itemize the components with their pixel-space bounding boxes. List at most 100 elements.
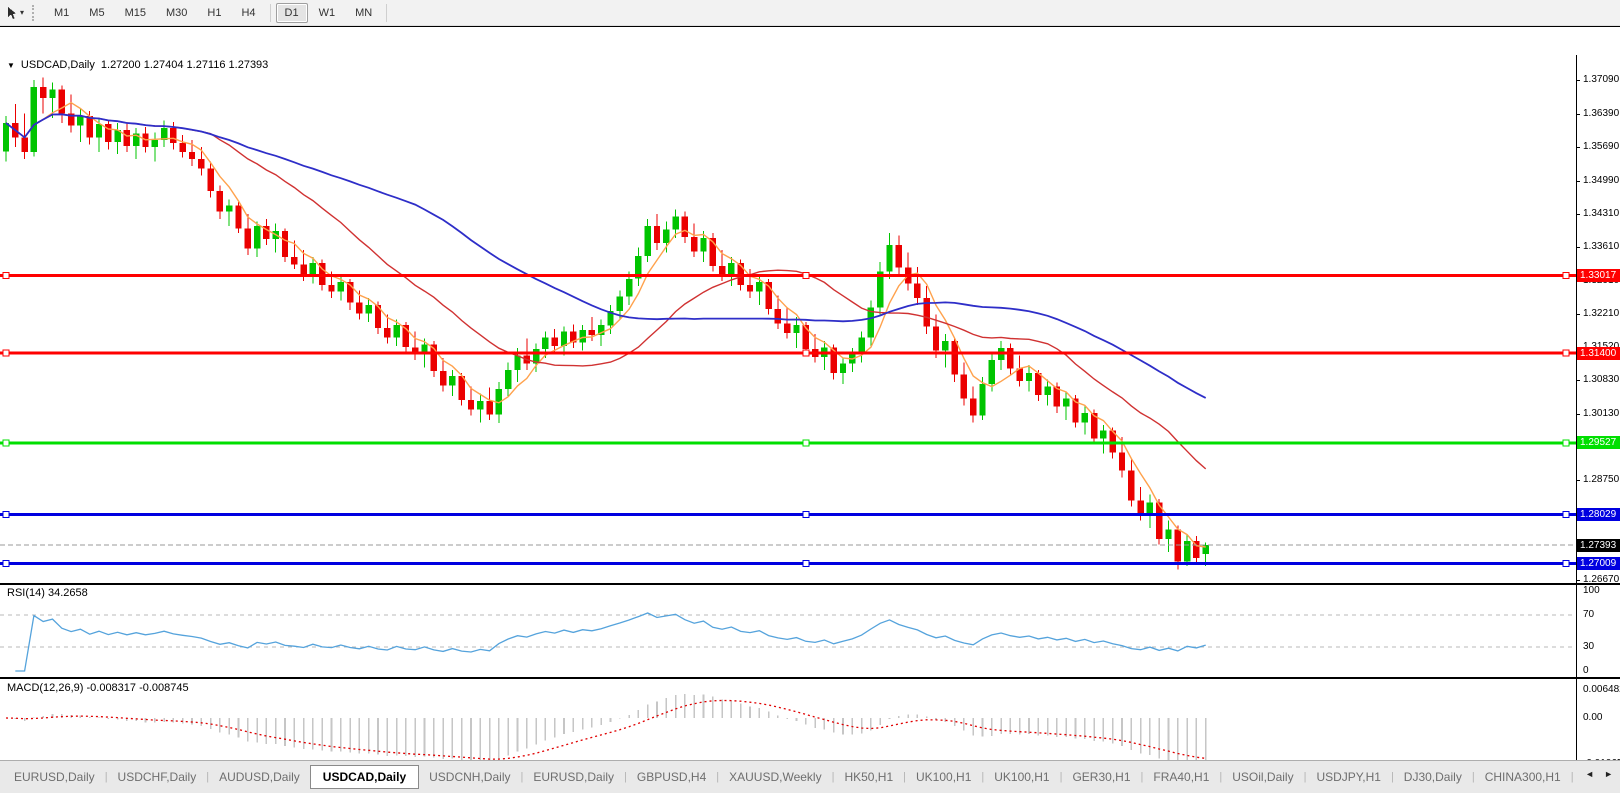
macd-axis-label: 0.006482 xyxy=(1583,684,1620,695)
hline-handle[interactable] xyxy=(802,511,810,518)
hline-handle[interactable] xyxy=(2,349,10,357)
chart-window: ▼ USDCAD,Daily 1.27200 1.27404 1.27116 1… xyxy=(0,26,1620,787)
price-tick-label: 1.28750 xyxy=(1583,473,1620,485)
tab-separator: | xyxy=(520,771,524,783)
tab-separator: | xyxy=(1059,771,1063,783)
price-line-label: 1.31400 xyxy=(1577,347,1620,360)
price-tick-label: 1.31520 xyxy=(1583,341,1619,352)
price-tick-label: 1.32210 xyxy=(1583,308,1620,320)
chart-tab-uk100-h1[interactable]: UK100,H1 xyxy=(994,770,1050,784)
hline-handle[interactable] xyxy=(802,272,810,279)
chart-tab-fra40-h1[interactable]: FRA40,H1 xyxy=(1153,770,1210,784)
price-line-label: 1.29527 xyxy=(1577,436,1620,449)
price-tick-label: 1.33610 xyxy=(1583,241,1620,253)
chart-ohlc-values: 1.27200 1.27404 1.27116 1.27393 xyxy=(100,59,269,71)
panel-splitter[interactable] xyxy=(0,677,1620,679)
chart-tab-ger30-h1[interactable]: GER30,H1 xyxy=(1072,770,1131,784)
cursor-icon xyxy=(8,6,16,19)
toolbar-separator xyxy=(386,3,388,22)
chart-tab-eurusd-daily[interactable]: EURUSD,Daily xyxy=(533,770,615,784)
price-tick xyxy=(1576,247,1580,249)
horizontal-line[interactable] xyxy=(0,513,1576,516)
hline-handle[interactable] xyxy=(802,559,810,567)
macd-label: MACD(12,26,9) -0.008317 -0.008745 xyxy=(7,682,189,694)
price-tick-label: 1.36390 xyxy=(1583,107,1620,119)
hline-handle[interactable] xyxy=(2,511,10,518)
price-tick xyxy=(1576,80,1580,82)
rsi-label: RSI(14) 34.2658 xyxy=(7,587,88,599)
chart-tab-usdchf-daily[interactable]: USDCHF,Daily xyxy=(117,770,197,784)
price-line-label: 1.27393 xyxy=(1577,539,1620,552)
toolbar-grip[interactable] xyxy=(32,4,38,21)
chart-tab-audusd-daily[interactable]: AUDUSD,Daily xyxy=(219,770,300,784)
rsi-axis-label: 0 xyxy=(1583,665,1589,676)
price-tick xyxy=(1576,314,1580,316)
chart-tab-xauusd-weekly[interactable]: XAUUSD,Weekly xyxy=(729,770,822,784)
rsi-panel-canvas[interactable] xyxy=(0,585,1576,677)
chart-tab-hk50-h1[interactable]: HK50,H1 xyxy=(844,770,894,784)
chart-tab-usdjpy-h1[interactable]: USDJPY,H1 xyxy=(1316,770,1381,784)
hline-handle[interactable] xyxy=(1562,349,1570,357)
timeframe-button-d1[interactable]: D1 xyxy=(275,2,308,23)
horizontal-line[interactable] xyxy=(0,441,1576,445)
price-tick-label: 1.26670 xyxy=(1583,573,1620,585)
timeframe-button-h4[interactable]: H4 xyxy=(241,6,256,19)
timeframe-button-w1[interactable]: W1 xyxy=(318,6,336,19)
chart-tab-usoil-daily[interactable]: USOil,Daily xyxy=(1232,770,1294,784)
price-tick-label: 1.30130 xyxy=(1583,407,1620,419)
top-toolbar: ▾ M1 M5 M15 M30 H1 H4 D1 W1 MN xyxy=(0,0,1620,26)
timeframe-button-m15[interactable]: M15 xyxy=(124,6,146,19)
hline-handle[interactable] xyxy=(1562,559,1570,567)
hline-handle[interactable] xyxy=(802,349,810,357)
tab-scroll-left-icon[interactable]: ◄ xyxy=(1585,769,1595,779)
toolbar-separator xyxy=(269,3,271,22)
price-tick xyxy=(1576,181,1580,182)
macd-panel-canvas[interactable] xyxy=(0,679,1576,773)
hline-handle[interactable] xyxy=(2,272,10,279)
chart-context-arrow-icon[interactable]: ▼ xyxy=(7,60,15,70)
rsi-axis-label: 100 xyxy=(1583,585,1600,596)
price-tick xyxy=(1576,479,1580,481)
horizontal-line[interactable] xyxy=(0,274,1576,277)
chart-tab-gbpusd-h4[interactable]: GBPUSD,H4 xyxy=(636,770,707,784)
price-tick-label: 1.34310 xyxy=(1583,207,1620,219)
panel-splitter[interactable] xyxy=(0,583,1620,585)
timeframe-button-mn[interactable]: MN xyxy=(355,6,373,19)
tab-separator: | xyxy=(1390,771,1394,783)
main-chart-canvas[interactable] xyxy=(0,55,1576,583)
chart-tab-uk100-h1[interactable]: UK100,H1 xyxy=(916,770,972,784)
chart-tab-bar: EURUSD,Daily | USDCHF,Daily | AUDUSD,Daily US… xyxy=(0,760,1620,793)
timeframe-button-m1[interactable]: M1 xyxy=(54,6,70,19)
timeframe-button-m5[interactable]: M5 xyxy=(89,6,105,19)
macd-signal-line xyxy=(5,699,1206,760)
hline-handle[interactable] xyxy=(2,559,10,567)
timeframe-button-h1[interactable]: H1 xyxy=(207,6,222,19)
hline-handle[interactable] xyxy=(1562,511,1570,518)
tab-scroll-right-icon[interactable]: ► xyxy=(1604,769,1613,779)
timeframe-group: M1 M5 M15 M30 H1 H4 D1 W1 MN xyxy=(44,2,391,23)
chevron-down-icon: ▾ xyxy=(20,8,25,17)
cursor-tool-button[interactable]: ▾ xyxy=(2,4,28,22)
rsi-axis-label: 30 xyxy=(1583,641,1595,652)
axis-separator xyxy=(1576,55,1577,773)
horizontal-line[interactable] xyxy=(0,351,1576,355)
hline-handle[interactable] xyxy=(2,439,10,447)
price-tick xyxy=(1576,113,1580,115)
hline-handle[interactable] xyxy=(802,439,810,447)
tab-scroll-buttons: ◄ ► xyxy=(1580,766,1618,782)
horizontal-line[interactable] xyxy=(0,561,1576,565)
timeframe-button-m30[interactable]: M30 xyxy=(165,6,188,19)
hline-handle[interactable] xyxy=(1562,272,1570,279)
rsi-line xyxy=(15,612,1206,672)
rsi-axis-label: 70 xyxy=(1583,609,1595,620)
chart-tab-usdcad-daily[interactable]: USDCAD,Daily xyxy=(309,765,420,789)
chart-tab-dj30-daily[interactable]: DJ30,Daily xyxy=(1403,770,1462,784)
chart-tab-china300-h1[interactable]: CHINA300,H1 xyxy=(1484,770,1561,784)
tab-separator: | xyxy=(206,771,210,783)
chart-tab-eurusd-daily[interactable]: EURUSD,Daily xyxy=(14,770,95,784)
price-line-label: 1.27009 xyxy=(1577,557,1620,570)
price-tick-label: 1.35690 xyxy=(1583,141,1620,153)
hline-handle[interactable] xyxy=(1562,439,1570,447)
chart-tab-usdcnh-daily[interactable]: USDCNH,Daily xyxy=(429,770,511,784)
price-tick-label: 1.37090 xyxy=(1583,74,1620,86)
